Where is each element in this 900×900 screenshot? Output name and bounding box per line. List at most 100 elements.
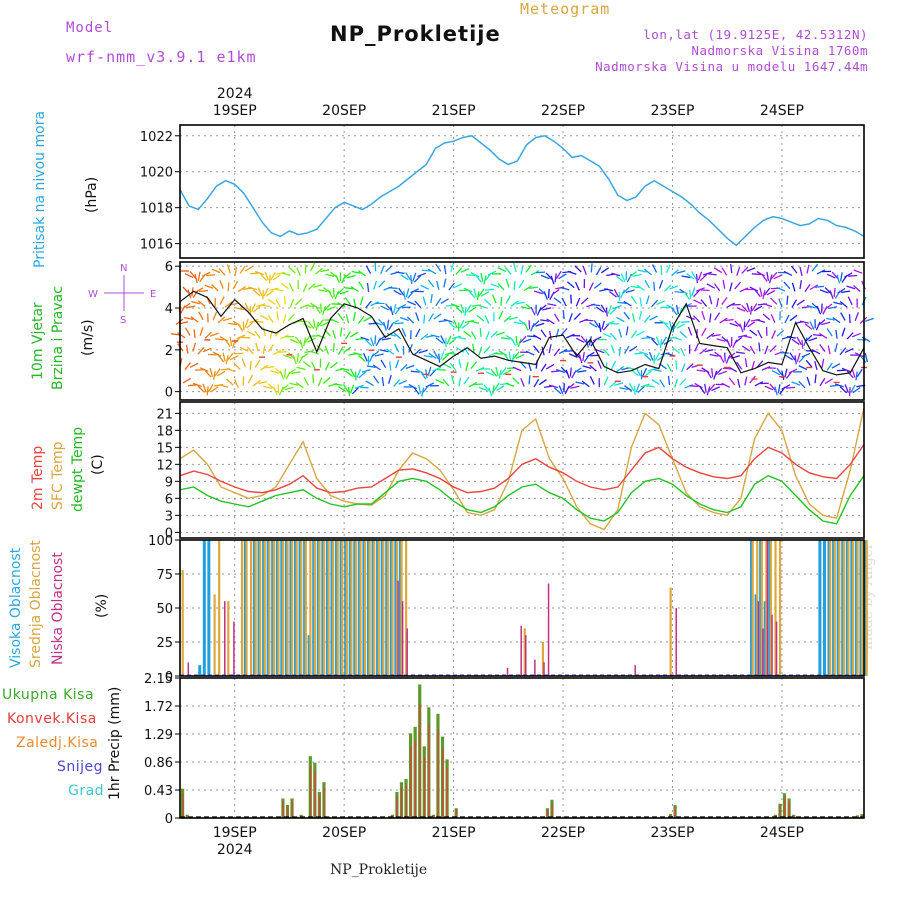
- wind-arrow: [569, 367, 572, 377]
- wind-arrow: [846, 285, 856, 290]
- cloud-mid-bar: [838, 540, 841, 676]
- wind-arrow: [739, 287, 749, 293]
- wind-arrow: [498, 369, 502, 379]
- wind-arrow: [246, 330, 256, 337]
- precip-convective-bar: [186, 815, 188, 818]
- wind-arrow: [610, 332, 617, 341]
- wind-arrow: [224, 301, 233, 308]
- wind-arrow: [254, 359, 261, 368]
- wind-arrow: [630, 295, 637, 305]
- cloud-high-bar: [339, 540, 343, 676]
- wind-arrow: [380, 265, 385, 275]
- wind-arrow: [206, 386, 209, 396]
- wind-arrow: [610, 344, 615, 354]
- wind-arrow: [736, 361, 743, 370]
- day-label-top: 24SEP: [760, 103, 804, 119]
- wind-arrow: [691, 287, 696, 297]
- tick-label-y: 6: [165, 492, 173, 507]
- wind-arrow: [651, 264, 658, 273]
- wind-arrow: [811, 349, 821, 355]
- wind-arrow: [417, 272, 427, 278]
- wind-arrow: [809, 284, 819, 291]
- wind-arrow: [555, 270, 562, 280]
- wind-arrow: [398, 287, 405, 296]
- wind-arrow: [244, 265, 254, 272]
- wind-arrow: [247, 374, 253, 384]
- wind-arrow: [448, 282, 455, 291]
- wind-arrow: [640, 383, 650, 388]
- wind-arrow: [492, 385, 495, 395]
- wind-arrow: [445, 351, 455, 356]
- wind-arrow: [350, 286, 359, 293]
- wind-arrow: [472, 343, 475, 353]
- wind-arrow: [706, 332, 715, 340]
- cloud-mid-bar: [300, 540, 303, 676]
- wind-arrow: [299, 339, 304, 349]
- wind-arrow: [675, 305, 679, 315]
- wind-arrow: [527, 335, 537, 338]
- wind-arrow: [734, 281, 742, 290]
- wind-arrow: [296, 366, 306, 371]
- tick-label-y: 75: [156, 568, 173, 583]
- tick-label-y: 2: [165, 344, 173, 359]
- wind-arrow: [229, 355, 239, 361]
- wind-arrow: [211, 284, 219, 292]
- cloud-mid-bar: [327, 540, 330, 676]
- wind-arrow: [381, 377, 385, 387]
- wind-arrow: [427, 268, 437, 275]
- wind-arrow: [366, 282, 370, 292]
- wind-arrow: [463, 376, 470, 385]
- wind-arrow: [438, 353, 441, 363]
- cloud-high-bar: [768, 540, 772, 676]
- wind-arrow: [653, 354, 656, 364]
- wind-arrow: [756, 270, 765, 277]
- wind-arrow: [304, 334, 311, 343]
- wind-arrow: [428, 313, 434, 322]
- wind-arrow: [848, 314, 851, 324]
- cloud-mid-bar: [364, 540, 367, 676]
- wind-arrow: [856, 368, 863, 378]
- wind-arrow: [405, 288, 410, 298]
- wind-arrow: [831, 363, 841, 369]
- wind-arrow: [573, 312, 582, 321]
- wind-arrow: [764, 385, 774, 391]
- wind-arrow: [840, 312, 846, 321]
- wind-arrow: [317, 319, 324, 327]
- cloud-mid-bar: [227, 601, 230, 676]
- wind-arrow: [799, 320, 809, 324]
- wind-arrow: [693, 299, 702, 305]
- wind-arrow: [259, 364, 269, 371]
- wind-arrow: [586, 351, 595, 358]
- wind-arrow: [749, 305, 753, 315]
- wind-arrow: [508, 351, 512, 361]
- cloud-mid-bar: [373, 540, 376, 676]
- wind-arrow: [408, 383, 418, 390]
- wind-arrow: [783, 281, 791, 290]
- wind-arrow: [580, 297, 589, 305]
- wind-arrow: [669, 285, 679, 290]
- wind-arrow: [813, 333, 823, 337]
- wind-arrow: [428, 352, 437, 359]
- wind-arrow: [540, 319, 550, 322]
- wind-arrow: [696, 287, 705, 292]
- wind-arrow: [400, 274, 409, 281]
- precip-convective-bar: [414, 740, 416, 818]
- wind-arrow: [272, 349, 282, 356]
- precip-convective-bar: [674, 806, 676, 818]
- wind-arrow: [483, 384, 491, 393]
- wind-arrow: [759, 287, 763, 297]
- wind-arrow: [386, 348, 395, 355]
- wind-arrow: [851, 332, 861, 338]
- wind-arrow: [455, 306, 463, 314]
- wind-arrow: [468, 381, 478, 388]
- wind-arrow: [380, 359, 387, 369]
- cloud-mid-bar: [277, 540, 280, 676]
- wind-arrow: [724, 318, 734, 322]
- wind-arrow: [545, 272, 553, 281]
- wind-arrow: [651, 379, 660, 386]
- wind-arrow: [721, 296, 728, 305]
- wind-arrow: [325, 273, 335, 278]
- wind-arrow: [197, 300, 206, 307]
- wind-arrow: [246, 321, 254, 329]
- year-label-bottom: 2024: [217, 842, 253, 858]
